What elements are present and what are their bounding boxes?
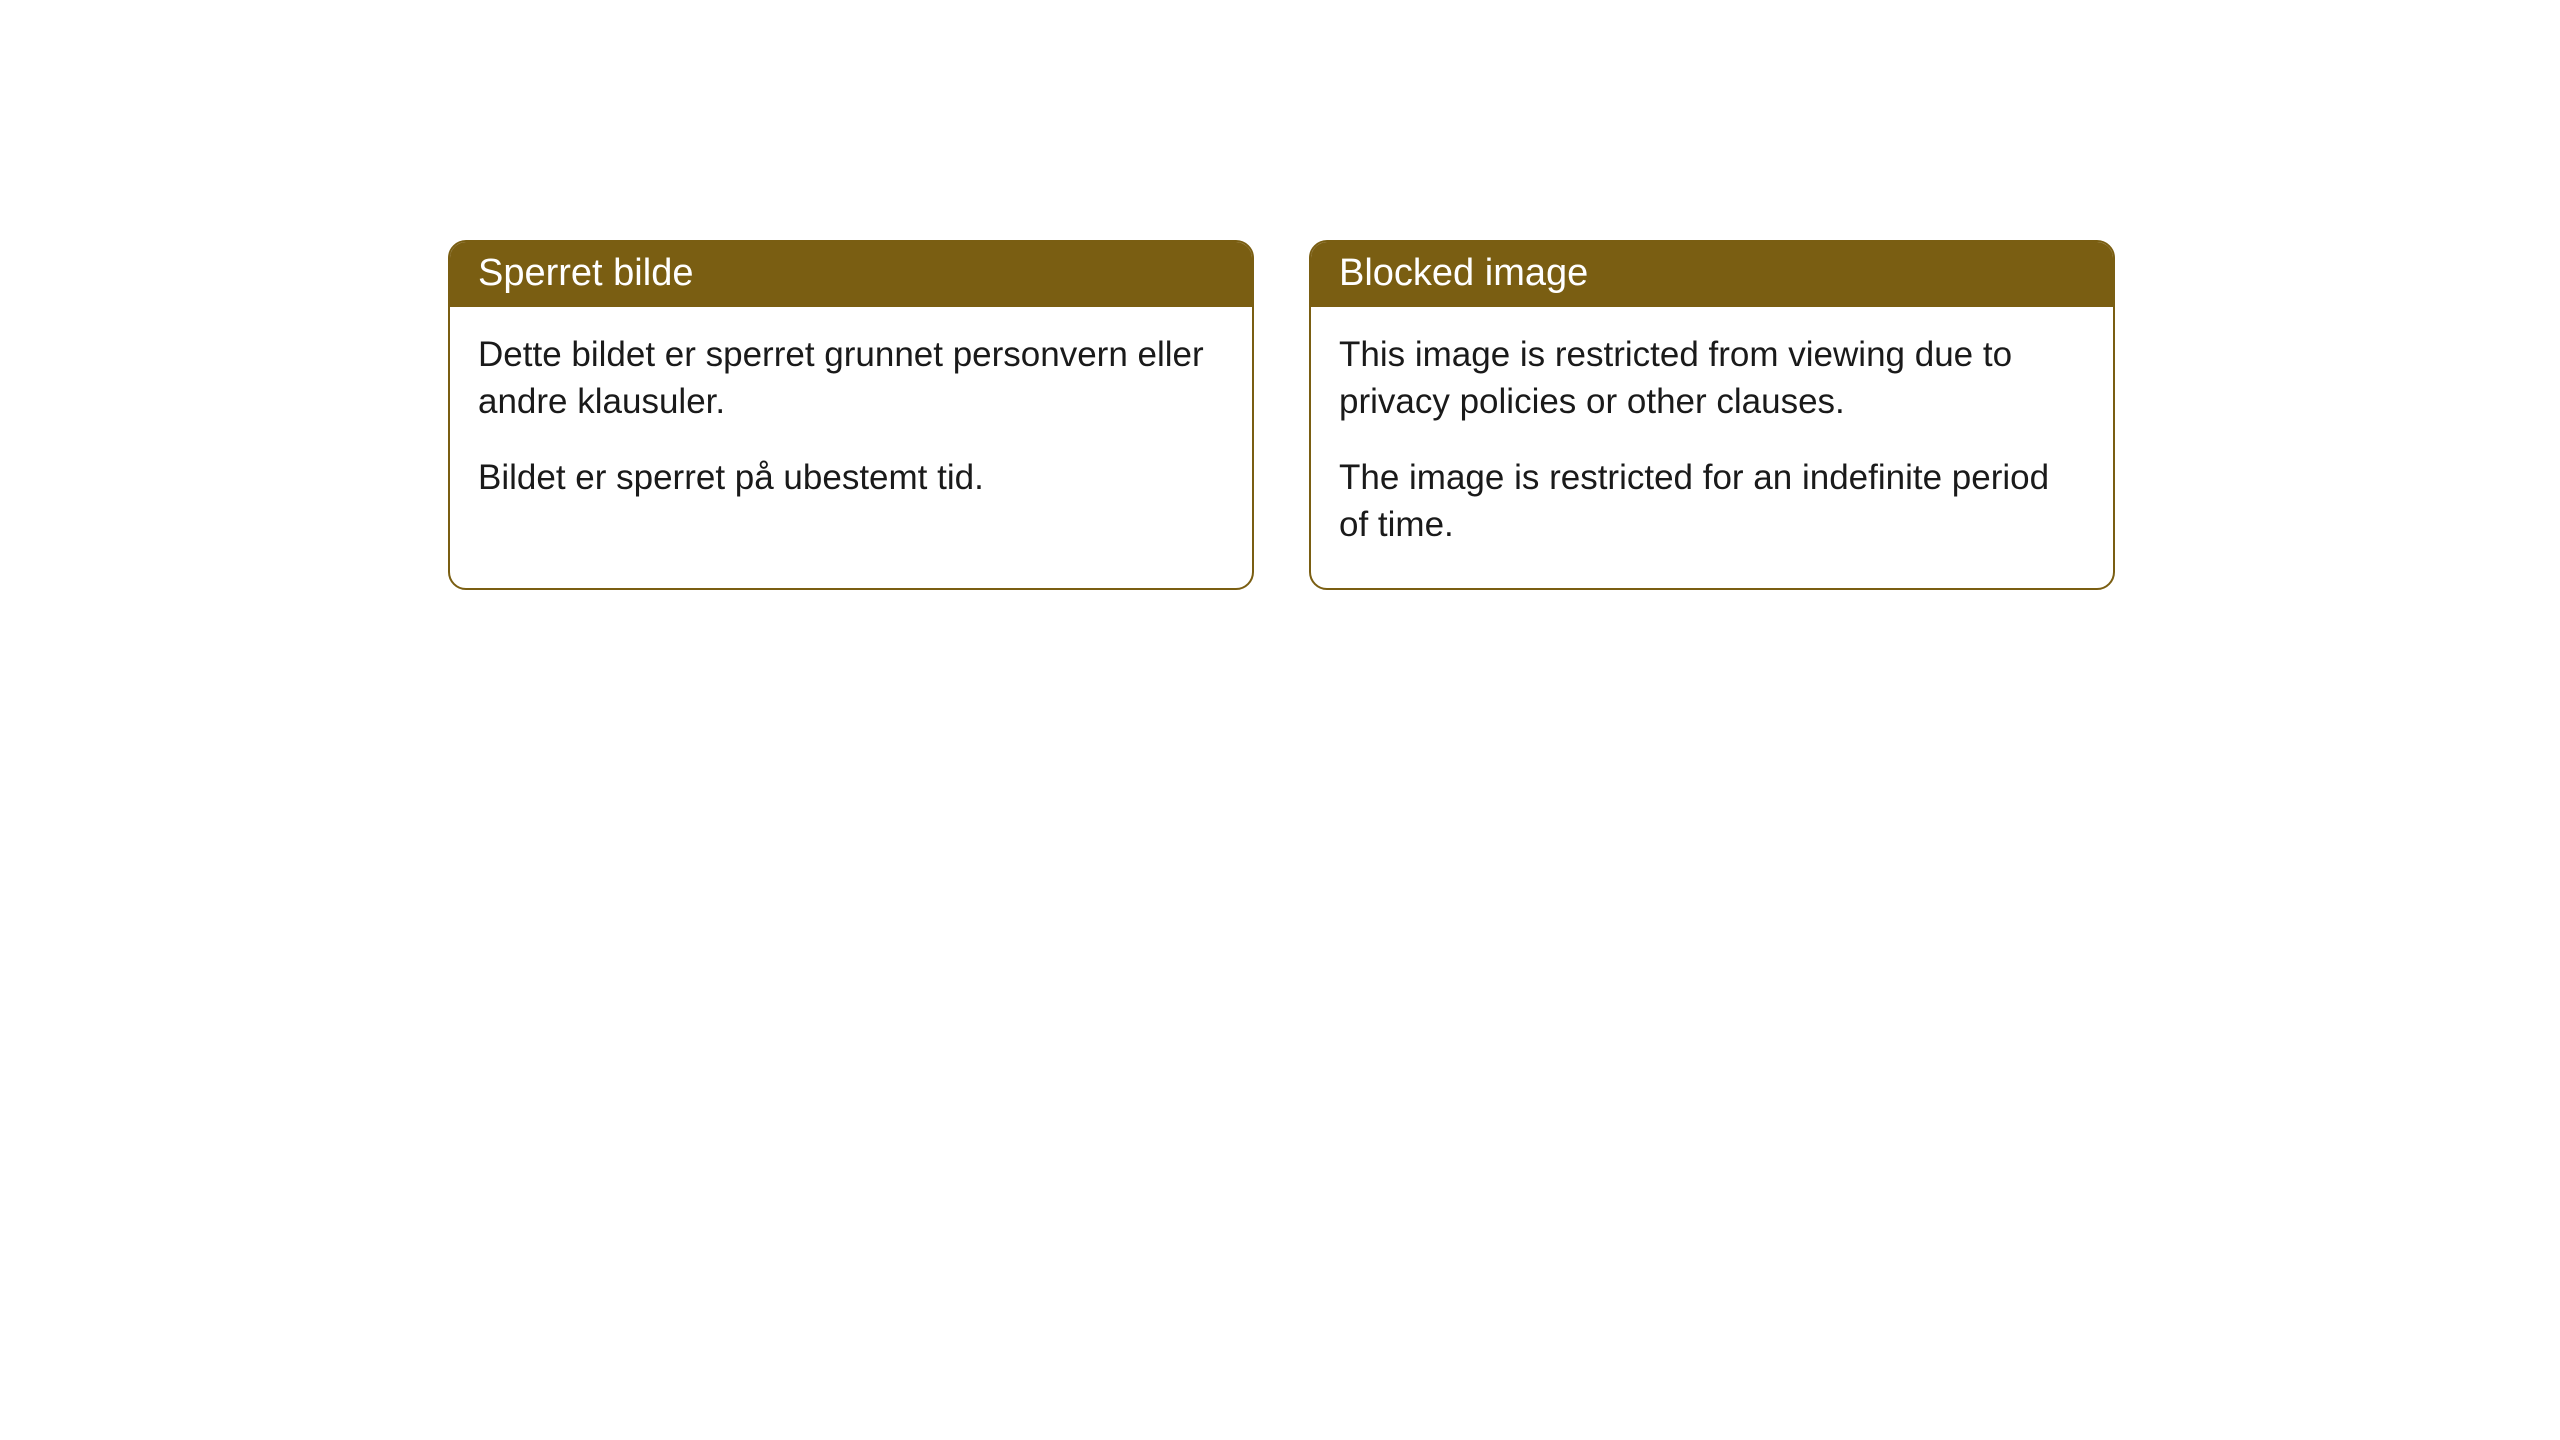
card-title: Blocked image [1339,252,1588,294]
card-paragraph: Dette bildet er sperret grunnet personve… [478,331,1224,426]
notice-cards-container: Sperret bilde Dette bildet er sperret gr… [448,240,2115,590]
card-header: Blocked image [1311,242,2113,307]
card-paragraph: This image is restricted from viewing du… [1339,331,2085,426]
card-paragraph: Bildet er sperret på ubestemt tid. [478,454,1224,501]
blocked-image-card-norwegian: Sperret bilde Dette bildet er sperret gr… [448,240,1254,590]
card-body: This image is restricted from viewing du… [1311,307,2113,588]
card-paragraph: The image is restricted for an indefinit… [1339,454,2085,549]
card-header: Sperret bilde [450,242,1252,307]
card-title: Sperret bilde [478,252,693,294]
blocked-image-card-english: Blocked image This image is restricted f… [1309,240,2115,590]
card-body: Dette bildet er sperret grunnet personve… [450,307,1252,541]
